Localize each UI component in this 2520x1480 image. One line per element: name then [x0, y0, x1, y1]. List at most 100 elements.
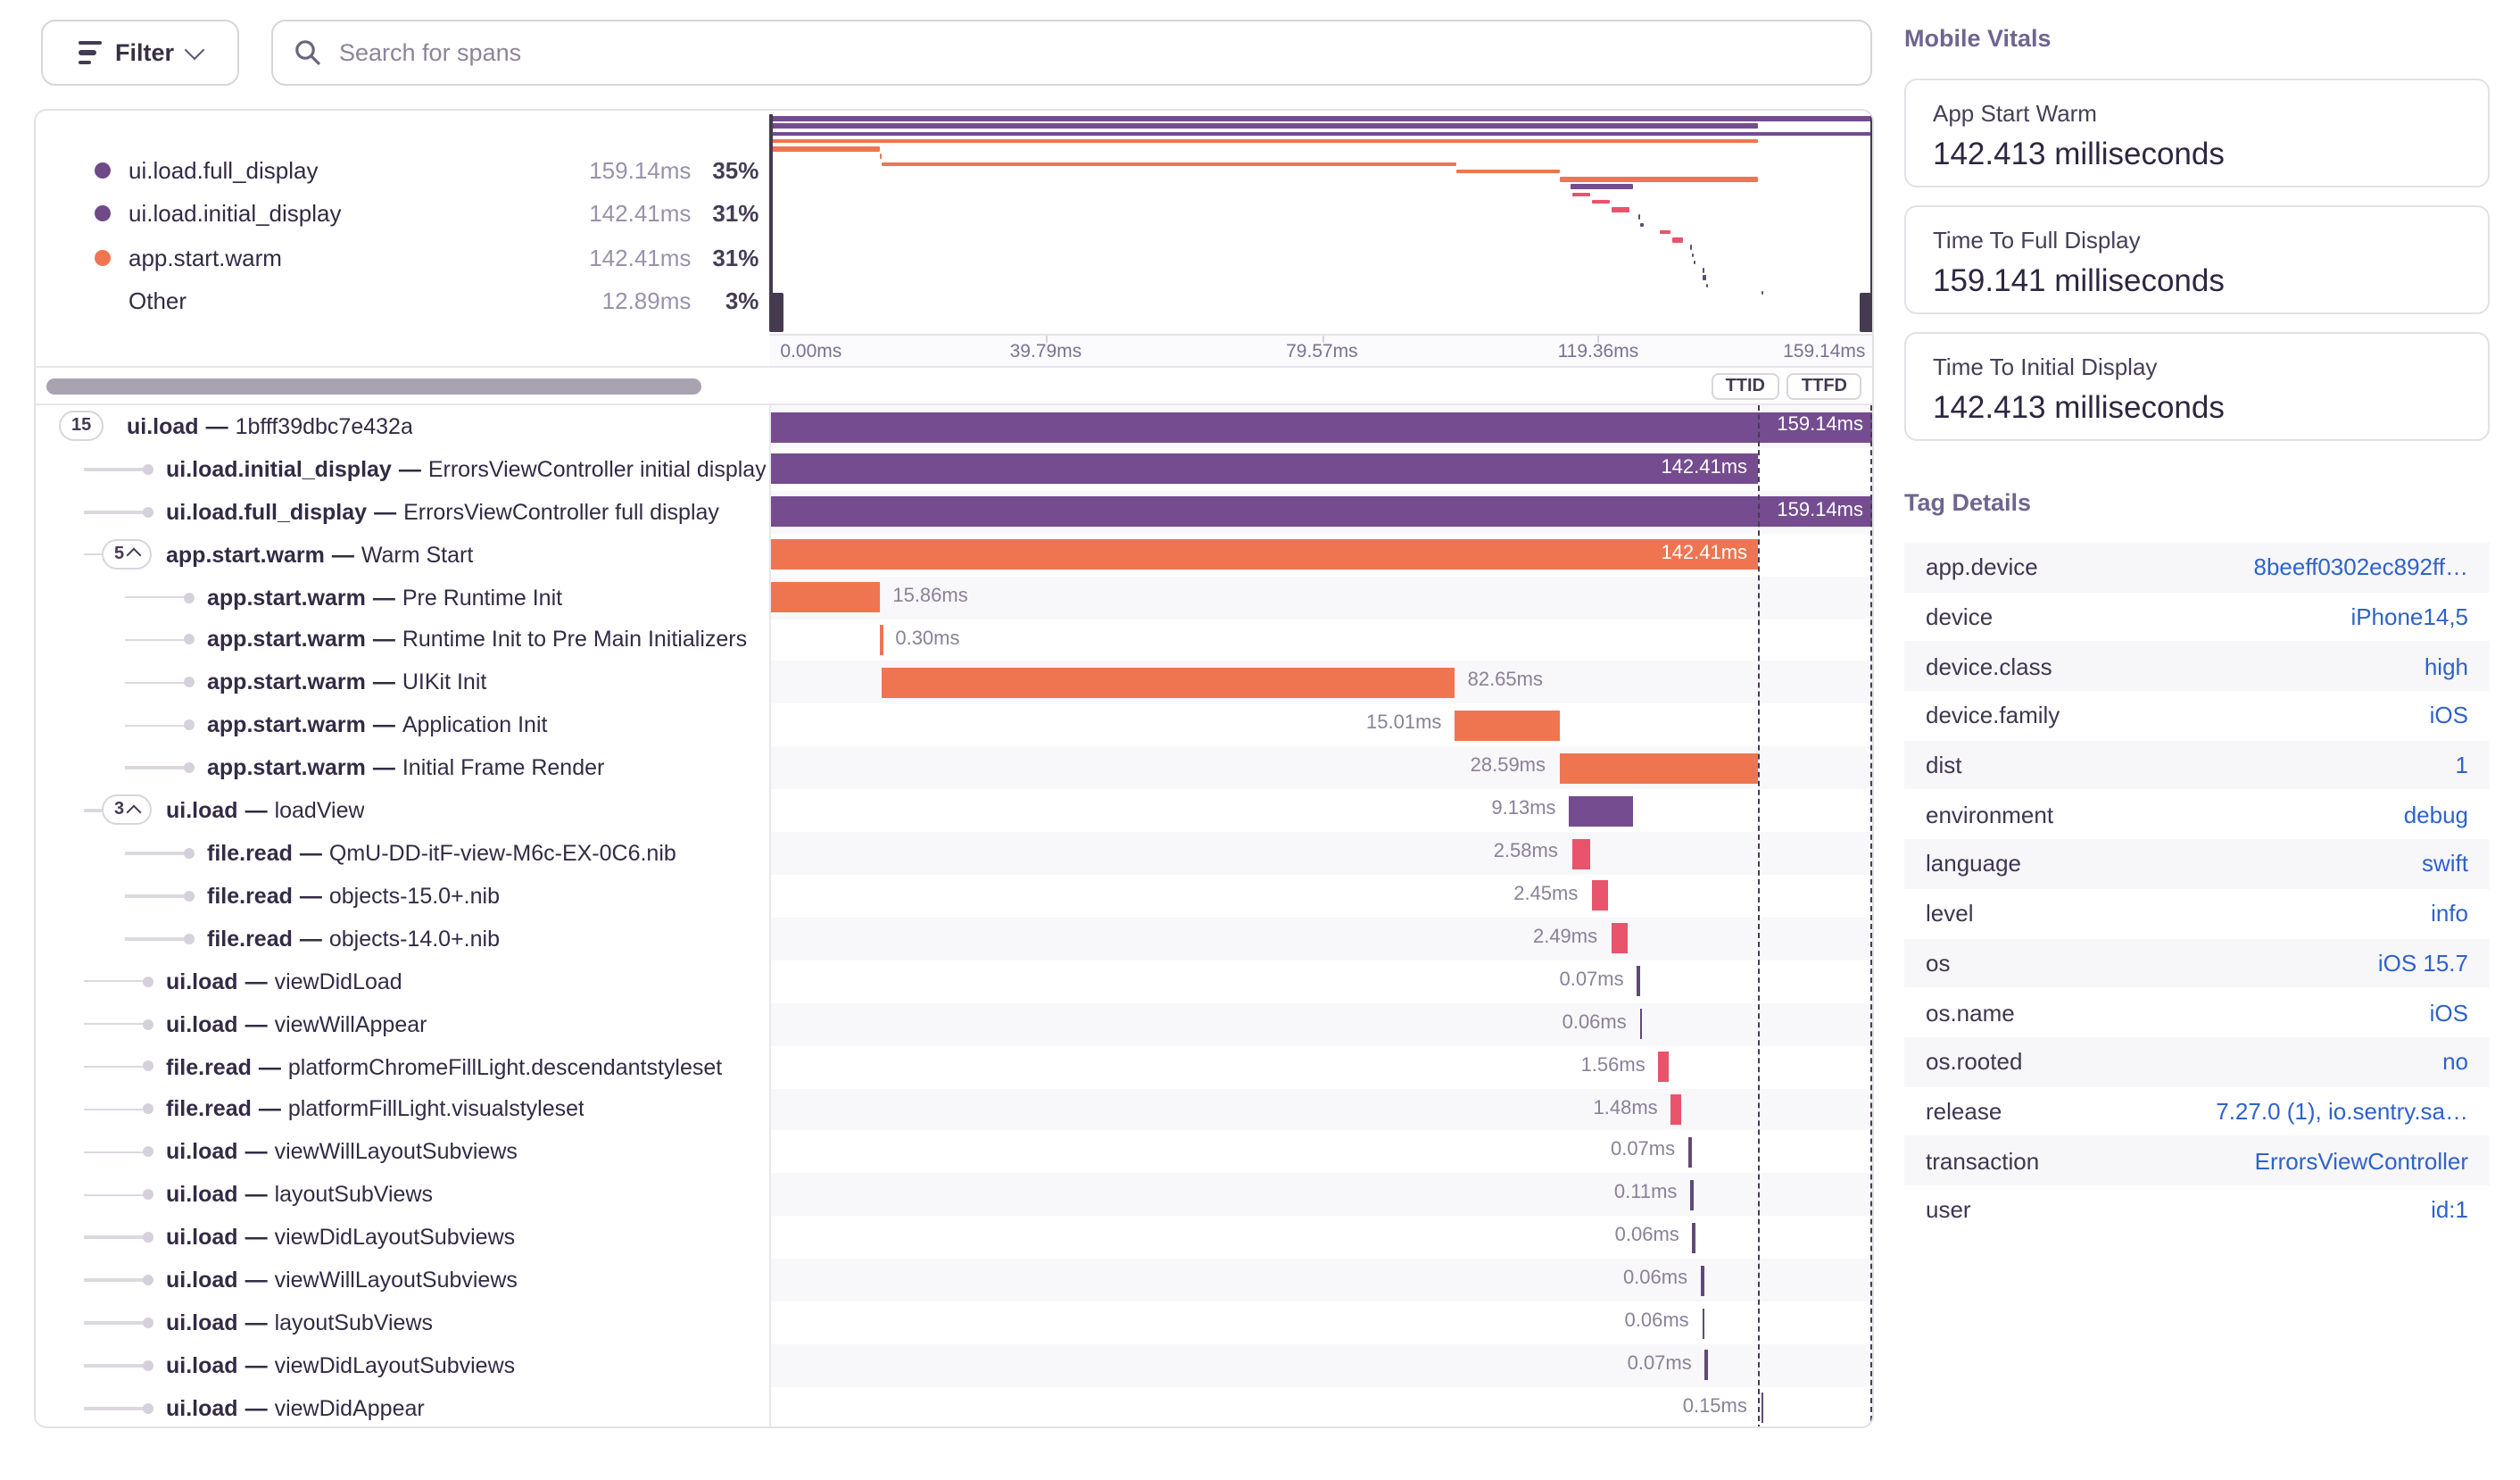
span-row[interactable]: app.start.warm — Runtime Init to Pre Main … [36, 619, 1872, 661]
span-tree-cell: app.start.warm — UIKit Init [36, 661, 771, 704]
tag-row: device.family iOS [1904, 691, 2490, 740]
span-label: file.read — QmU-DD-itF-view-M6c-EX-0C6.nib [207, 841, 676, 867]
span-bar[interactable] [770, 496, 1872, 528]
span-row[interactable]: file.read — platformChromeFillLight.descen… [36, 1045, 1872, 1088]
controls-row: TTID TTFD [36, 366, 1872, 405]
span-bar[interactable] [1569, 795, 1633, 827]
span-bar[interactable] [1591, 880, 1609, 911]
search-input[interactable] [336, 37, 1870, 68]
span-row[interactable]: ui.load — viewWillLayoutSubviews 0.07ms [36, 1130, 1872, 1174]
span-row[interactable]: ui.load — viewWillLayoutSubviews 0.06ms [36, 1259, 1872, 1302]
span-row[interactable]: file.read — objects-14.0+.nib 2.49ms [36, 917, 1872, 960]
span-tree-cell: ui.load — viewWillLayoutSubviews [36, 1130, 771, 1174]
tag-value-link[interactable]: high [2424, 653, 2468, 680]
span-tree-cell: app.start.warm — Application Init [36, 703, 771, 747]
span-duration-label: 159.14ms [1777, 414, 1863, 436]
axis-tick-label: 159.14ms [1783, 341, 1866, 362]
legend-op-label: ui.load.full_display [128, 156, 319, 184]
horizontal-scrollbar[interactable] [46, 378, 701, 395]
tag-value-link[interactable]: iOS 15.7 [2377, 949, 2468, 977]
span-bar[interactable] [1670, 1094, 1682, 1125]
ttfd-toggle[interactable]: TTFD [1786, 372, 1861, 399]
tree-dot-icon [184, 719, 195, 731]
span-bar[interactable] [1701, 1265, 1704, 1296]
span-row[interactable]: app.start.warm — Application Init 15.01ms [36, 703, 1872, 747]
span-track: 82.65ms [770, 661, 1872, 704]
span-row[interactable]: ui.load — viewWillAppear 0.06ms [36, 1002, 1872, 1046]
span-bar[interactable] [1690, 1179, 1694, 1210]
span-bar[interactable] [1611, 923, 1629, 954]
span-duration-label: 15.01ms [1366, 712, 1442, 735]
legend-percent: 31% [712, 244, 759, 271]
span-bar[interactable] [880, 625, 883, 656]
span-row[interactable]: app.start.warm — Initial Frame Render 28.59… [36, 746, 1872, 790]
span-row[interactable]: app.start.warm — UIKit Init 82.65ms [36, 661, 1872, 704]
span-row[interactable]: ui.load — viewDidLayoutSubviews 0.06ms [36, 1216, 1872, 1260]
span-row[interactable]: ui.load — layoutSubViews 0.06ms [36, 1301, 1872, 1344]
tag-value-link[interactable]: 1 [2455, 752, 2468, 779]
span-row[interactable]: 5 app.start.warm — Warm Start 142.41ms [36, 533, 1872, 577]
tag-value-link[interactable]: iOS [2429, 999, 2468, 1027]
minimap-span-bar [882, 162, 1456, 167]
span-bar[interactable] [1637, 966, 1640, 997]
span-row[interactable]: file.read — objects-15.0+.nib 2.45ms [36, 874, 1872, 918]
span-bar[interactable] [1455, 710, 1560, 741]
tag-value-link[interactable]: iPhone14,5 [2350, 603, 2468, 631]
tag-value-link[interactable]: 8beeff0302ec892ff… [2253, 553, 2469, 581]
tag-value-link[interactable]: swift [2422, 850, 2468, 877]
span-track: 1.48ms [770, 1088, 1872, 1131]
span-row[interactable]: ui.load — layoutSubViews 0.11ms [36, 1173, 1872, 1217]
trace-minimap[interactable]: 0.00ms 39.79ms 79.57ms 119.36ms 159.14ms [769, 111, 1872, 366]
minimap-span-bar [1703, 275, 1706, 280]
span-bar[interactable] [1761, 1393, 1764, 1424]
span-track: 2.58ms [770, 832, 1872, 875]
tag-value-link[interactable]: ErrorsViewController [2254, 1147, 2468, 1175]
span-bar[interactable] [1658, 1052, 1670, 1083]
minimap-span-bar [1612, 207, 1629, 212]
span-expand-pill[interactable]: 3 [102, 794, 152, 826]
span-bar[interactable] [1702, 1308, 1705, 1339]
tree-connector-line [84, 1278, 148, 1282]
span-row[interactable]: ui.load.full_display — ErrorsViewControlle… [36, 490, 1872, 534]
span-track: 28.59ms [770, 746, 1872, 790]
tag-key: release [1926, 1097, 2002, 1125]
tag-value-link[interactable]: iOS [2429, 702, 2468, 729]
span-row[interactable]: ui.load — viewDidLoad 0.07ms [36, 960, 1872, 1003]
span-row[interactable]: file.read — platformFillLight.visualstyles… [36, 1088, 1872, 1131]
vital-card-value: 159.141 milliseconds [1933, 262, 2225, 298]
span-bar[interactable] [1688, 1136, 1692, 1168]
span-bar[interactable] [1639, 1009, 1643, 1040]
span-bar[interactable] [1571, 838, 1590, 869]
tree-connector-line [84, 1321, 148, 1325]
tree-connector-line [84, 1022, 148, 1026]
minimap-right-handle[interactable] [1860, 293, 1872, 332]
minimap-left-handle[interactable] [769, 293, 784, 332]
span-expand-pill[interactable]: 15 [59, 411, 104, 441]
filter-button[interactable]: Filter [41, 20, 239, 86]
search-icon [295, 40, 320, 65]
span-bar[interactable] [882, 667, 1455, 698]
span-expand-pill[interactable]: 5 [102, 538, 152, 570]
span-row[interactable]: app.start.warm — Pre Runtime Init 15.86ms [36, 576, 1872, 619]
span-bar[interactable] [1692, 1222, 1695, 1253]
tag-value-link[interactable]: 7.27.0 (1), io.sentry.sa… [2216, 1097, 2468, 1125]
span-bar[interactable] [770, 412, 1872, 442]
span-row[interactable]: file.read — QmU-DD-itF-view-M6c-EX-0C6.nib… [36, 832, 1872, 875]
span-row[interactable]: ui.load — viewDidAppear 0.15ms [36, 1386, 1872, 1426]
minimap-chart[interactable] [769, 111, 1872, 334]
span-bar[interactable] [770, 539, 1758, 570]
span-bar[interactable] [770, 582, 881, 613]
span-bar[interactable] [770, 453, 1758, 485]
tag-value-link[interactable]: id:1 [2431, 1196, 2468, 1224]
span-row[interactable]: 3 ui.load — loadView 9.13ms [36, 789, 1872, 833]
span-row[interactable]: ui.load — viewDidLayoutSubviews 0.07ms [36, 1343, 1872, 1387]
span-bar[interactable] [1559, 752, 1758, 784]
span-row[interactable]: 15 ui.load —1bfff39dbc7e432a 159.14ms [36, 405, 1872, 448]
span-row[interactable]: ui.load.initial_display — ErrorsViewContro… [36, 447, 1872, 491]
tag-key: os.rooted [1926, 1048, 2023, 1076]
tag-value-link[interactable]: info [2431, 900, 2468, 927]
ttid-toggle[interactable]: TTID [1711, 372, 1779, 399]
tag-value-link[interactable]: debug [2403, 801, 2468, 828]
span-bar[interactable] [1704, 1350, 1708, 1381]
tag-value-link[interactable]: no [2442, 1048, 2468, 1076]
